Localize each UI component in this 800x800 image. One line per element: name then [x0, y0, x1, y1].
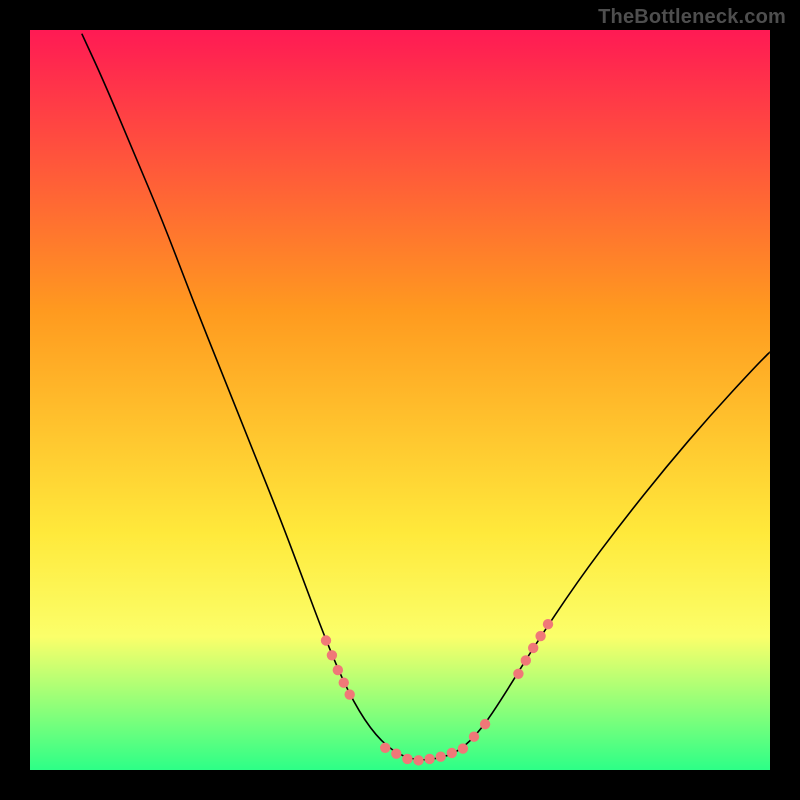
- data-marker: [344, 689, 354, 699]
- data-marker: [391, 749, 401, 759]
- data-marker: [513, 669, 523, 679]
- data-marker: [447, 748, 457, 758]
- data-marker: [327, 650, 337, 660]
- data-marker: [521, 655, 531, 665]
- plot-area: [30, 30, 770, 770]
- watermark-text: TheBottleneck.com: [598, 6, 786, 29]
- data-marker: [528, 643, 538, 653]
- data-marker: [413, 755, 423, 765]
- data-marker: [339, 677, 349, 687]
- chart-frame: TheBottleneck.com: [0, 0, 800, 800]
- plot-background: [30, 30, 770, 770]
- data-marker: [458, 743, 468, 753]
- data-marker: [402, 754, 412, 764]
- data-marker: [380, 743, 390, 753]
- data-marker: [469, 732, 479, 742]
- data-marker: [543, 619, 553, 629]
- data-marker: [436, 751, 446, 761]
- data-marker: [321, 635, 331, 645]
- data-marker: [424, 754, 434, 764]
- data-marker: [535, 631, 545, 641]
- data-marker: [333, 665, 343, 675]
- data-marker: [480, 719, 490, 729]
